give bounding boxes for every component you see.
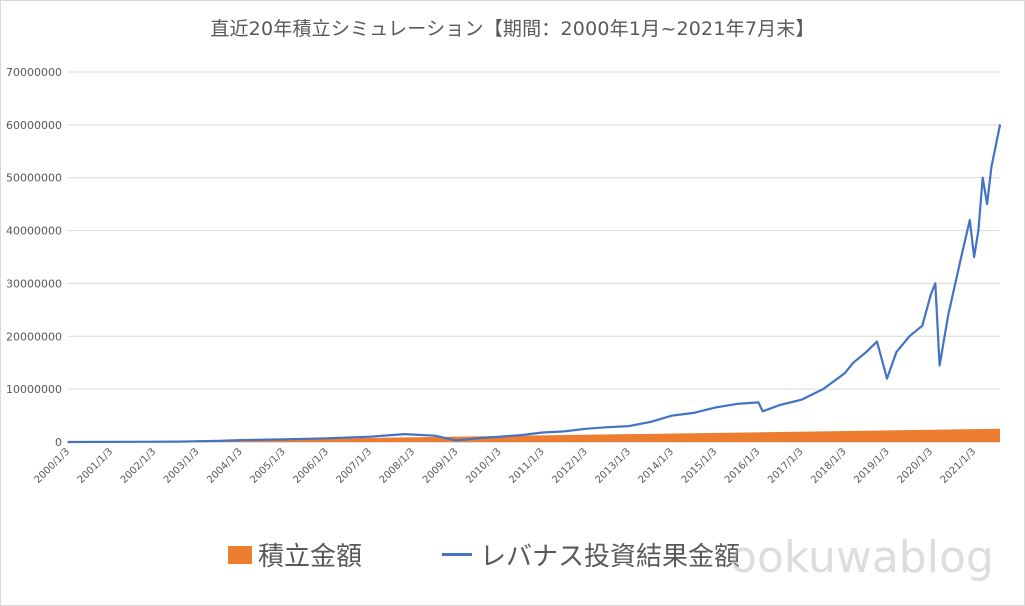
series-point-levnas — [541, 431, 544, 434]
x-tick-label: 2007/1/3 — [335, 446, 375, 486]
series-point-levnas — [895, 351, 898, 353]
series-point-levnas — [326, 437, 328, 440]
series-point-levnas — [628, 425, 630, 427]
series-point-levnas — [876, 340, 878, 343]
series-point-levnas — [973, 256, 975, 258]
series-point-levnas — [282, 438, 285, 441]
x-tick-label: 2008/1/3 — [378, 446, 418, 486]
series-point-levnas — [960, 256, 962, 258]
series-point-levnas — [934, 282, 937, 285]
series-point-levnas — [761, 410, 764, 413]
x-tick-label: 2015/1/3 — [680, 446, 720, 486]
y-tick-label: 20000000 — [6, 330, 62, 343]
series-point-levnas — [239, 439, 242, 441]
series-point-levnas — [990, 166, 993, 168]
series-point-levnas — [498, 435, 501, 438]
series-point-levnas — [852, 361, 855, 364]
chart-title: 直近20年積立シミュレーション【期間：2000年1月~2021年7月末】 — [210, 18, 815, 40]
x-tick-label: 2011/1/3 — [507, 446, 547, 486]
series-point-levnas — [947, 314, 950, 316]
series-point-levnas — [843, 372, 846, 375]
x-tick-label: 2012/1/3 — [550, 446, 590, 486]
legend-item-tsumitate: 積立金額 — [228, 536, 362, 573]
series-point-levnas — [563, 430, 566, 433]
series-point-levnas — [981, 176, 984, 179]
series-point-levnas — [938, 364, 941, 367]
series-point-levnas — [67, 441, 69, 443]
series-point-levnas — [606, 426, 609, 429]
legend-swatch-blue — [442, 553, 472, 556]
x-tick-label: 2014/1/3 — [637, 446, 677, 486]
series-point-levnas — [986, 203, 988, 205]
y-tick-label: 60000000 — [6, 119, 62, 132]
y-tick-label: 10000000 — [6, 383, 62, 396]
series-point-levnas — [779, 404, 781, 406]
x-tick-label: 2021/1/3 — [939, 446, 979, 486]
series-point-levnas — [865, 351, 868, 353]
series-point-levnas — [584, 427, 587, 430]
x-tick-label: 2006/1/3 — [291, 446, 331, 486]
series-point-levnas — [433, 434, 436, 437]
series-point-levnas — [822, 388, 824, 390]
series-point-levnas — [921, 324, 924, 327]
y-tick-label: 70000000 — [6, 66, 62, 79]
x-tick-label: 2009/1/3 — [421, 446, 461, 486]
series-point-levnas — [520, 434, 522, 436]
series-point-levnas — [369, 435, 371, 438]
x-tick-label: 2005/1/3 — [248, 446, 288, 486]
watermark-text: ookuwablog — [730, 532, 994, 583]
legend-label-tsumitate: 積立金額 — [258, 542, 363, 572]
series-point-levnas — [477, 437, 479, 440]
series-point-levnas — [757, 401, 760, 404]
legend-label-levnas: レバナス投資結果金額 — [480, 542, 741, 572]
y-tick-label: 0 — [55, 436, 62, 449]
series-point-levnas — [455, 439, 458, 442]
series-point-levnas — [175, 440, 177, 443]
series-point-levnas — [968, 219, 971, 221]
series-area-tsumitate — [68, 428, 1000, 442]
series-point-levnas — [692, 412, 695, 414]
series-point-levnas — [994, 145, 997, 147]
series-point-levnas — [671, 414, 673, 417]
x-tick-label: 2018/1/3 — [809, 446, 849, 486]
x-tick-label: 2016/1/3 — [723, 446, 763, 486]
series-point-levnas — [908, 335, 911, 338]
series-point-levnas — [930, 293, 932, 295]
series-point-levnas — [403, 433, 406, 435]
x-tick-label: 2010/1/3 — [464, 446, 504, 486]
y-tick-label: 50000000 — [6, 172, 62, 185]
series-point-levnas — [714, 406, 717, 409]
series-point-levnas — [886, 377, 888, 380]
x-tick-label: 2020/1/3 — [896, 446, 936, 486]
series-point-levnas — [735, 403, 738, 405]
y-tick-label: 40000000 — [6, 225, 62, 238]
y-tick-label: 30000000 — [6, 277, 62, 290]
x-tick-label: 2001/1/3 — [76, 446, 116, 486]
legend-item-levnas: レバナス投資結果金額 — [442, 536, 740, 573]
chart-legend: 積立金額 レバナス投資結果金額 — [0, 536, 1025, 576]
series-point-levnas — [218, 440, 220, 442]
series-point-levnas — [800, 398, 803, 401]
x-tick-label: 2000/1/3 — [33, 446, 73, 486]
x-tick-label: 2002/1/3 — [119, 446, 159, 486]
x-tick-label: 2019/1/3 — [852, 446, 892, 486]
series-point-levnas — [977, 229, 980, 232]
x-tick-label: 2013/1/3 — [594, 446, 634, 486]
x-tick-label: 2017/1/3 — [766, 446, 806, 486]
series-point-levnas — [649, 421, 652, 423]
x-tick-label: 2004/1/3 — [205, 446, 245, 486]
legend-swatch-orange — [228, 545, 252, 564]
x-tick-label: 2003/1/3 — [162, 446, 202, 486]
series-point-levnas — [999, 124, 1001, 126]
